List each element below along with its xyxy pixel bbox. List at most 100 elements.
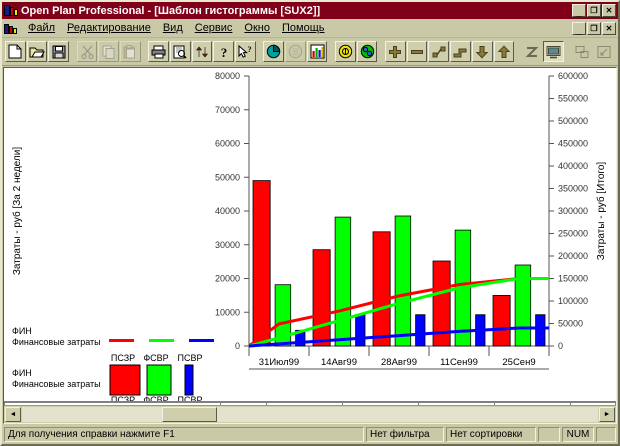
legend-lines-title: ФИН <box>12 326 32 336</box>
mdi-close-button[interactable]: ✕ <box>602 21 616 35</box>
yellow-ball-icon[interactable] <box>335 41 356 62</box>
scroll-right-arrow[interactable]: ► <box>599 407 615 422</box>
status-filter: Нет фильтра <box>366 426 444 442</box>
minimize-button[interactable]: _ <box>572 4 586 18</box>
y-tick-label-right: 300000 <box>558 206 588 216</box>
print-icon[interactable] <box>148 41 170 62</box>
link-icon[interactable] <box>428 41 450 62</box>
open-plan-icon <box>4 4 18 17</box>
mdi-client-area: 0 10000 20000 30000 40000 50000 60000 70000 8000… <box>3 67 617 424</box>
pie-chart-icon[interactable] <box>263 41 285 62</box>
y-axis-label-left: Затраты - руб [За 2 недели] <box>11 147 23 275</box>
copy-icon[interactable] <box>98 41 120 62</box>
svg-text:?: ? <box>247 45 251 54</box>
status-blank-1 <box>538 426 560 442</box>
save-disk-icon[interactable] <box>48 41 70 62</box>
bar-псвр-4 <box>535 314 546 347</box>
horizontal-scrollbar[interactable]: ◄ ► <box>4 405 616 423</box>
bar-псзр-0 <box>252 180 271 347</box>
legend-key-fsvr-bottom: ФСВР <box>143 395 169 405</box>
paste-clipboard-icon[interactable] <box>120 41 141 62</box>
bar-псзр-2 <box>372 231 391 347</box>
y-tick-label-right: 50000 <box>558 319 583 329</box>
chart-canvas: 0 10000 20000 30000 40000 50000 60000 70000 8000… <box>11 71 607 370</box>
status-hint: Для получения справки нажмите F1 <box>4 426 364 442</box>
screen-icon[interactable] <box>543 41 565 62</box>
menu-item-window[interactable]: Окно <box>244 22 270 34</box>
legend-lines-subtitle: Финансовые затраты <box>12 337 101 347</box>
menu-item-edit[interactable]: Редактирование <box>67 22 151 34</box>
x-axis-label-4: 25Сен9 <box>502 357 535 368</box>
bar-chart-icon[interactable] <box>306 41 328 62</box>
document-icon[interactable] <box>4 22 18 35</box>
arrow-up-icon[interactable] <box>493 41 515 62</box>
new-icon[interactable] <box>5 41 26 62</box>
x-axis-label-2: 28Авг99 <box>381 357 417 368</box>
status-sort: Нет сортировки <box>446 426 536 442</box>
plus-icon[interactable] <box>384 41 406 62</box>
globe-icon[interactable] <box>356 41 378 62</box>
y-tick-label-left: 40000 <box>215 206 240 216</box>
y-tick-label-right: 400000 <box>558 161 588 171</box>
table-link-icon[interactable] <box>572 41 593 62</box>
bar-фсвр-0 <box>274 284 292 347</box>
minus-icon[interactable] <box>406 41 428 62</box>
bar-фсвр-2 <box>394 215 412 347</box>
y-tick-label-right: 100000 <box>558 296 588 306</box>
mdi-restore-button[interactable]: ❐ <box>587 21 601 35</box>
x-axis-label-1: 14Авг99 <box>321 357 357 368</box>
y-tick-label-left: 60000 <box>215 139 240 149</box>
x-axis-label-3: 11Сен99 <box>440 357 478 368</box>
legend-key-pszr-bottom: ПСЗР <box>110 395 136 405</box>
scroll-thumb[interactable] <box>162 407 217 422</box>
help-question-icon[interactable]: ? <box>213 41 235 62</box>
legend-bar-keys-top: ПСЗР ФСВР ПСВР <box>107 353 217 363</box>
window-title: Open Plan Professional - [Шаблон гистогр… <box>21 4 321 17</box>
cut-scissors-icon[interactable] <box>76 41 98 62</box>
legend-bars-title: ФИН <box>12 368 32 378</box>
y-tick-label-right: 0 <box>558 341 563 351</box>
legend-key-psvr-top: ПСВР <box>177 353 203 363</box>
bar-псзр-1 <box>312 249 331 347</box>
coin-icon[interactable] <box>285 41 306 62</box>
scroll-left-arrow[interactable]: ◄ <box>5 407 21 422</box>
y-tick-label-left: 80000 <box>215 71 240 81</box>
print-preview-icon[interactable] <box>170 41 191 62</box>
y-tick-label-left: 20000 <box>215 274 240 284</box>
y-tick-label-right: 150000 <box>558 274 588 284</box>
sort-icon[interactable] <box>191 41 213 62</box>
status-bar: Для получения справки нажмите F1 Нет фил… <box>2 424 618 444</box>
y-tick-label-right: 550000 <box>558 94 588 104</box>
menu-item-file[interactable]: Файл <box>28 22 56 34</box>
y-tick-label-right: 350000 <box>558 184 588 194</box>
histogram-chart: 0 10000 20000 30000 40000 50000 60000 70000 8000… <box>4 68 616 405</box>
close-button[interactable]: ✕ <box>602 4 616 17</box>
y-tick-label-right: 500000 <box>558 116 588 126</box>
scroll-track[interactable] <box>22 407 598 422</box>
menu-item-view[interactable]: Вид <box>162 22 183 34</box>
bar-фсвр-4 <box>514 264 532 347</box>
step-icon[interactable] <box>450 41 471 62</box>
menu-item-tools[interactable]: Сервис <box>194 22 233 34</box>
legend-bar-keys-bottom: ПСЗР ФСВР ПСВР <box>107 395 217 405</box>
menu-bar: Файл Редактирование Вид Сервис Окно Помо… <box>2 19 618 38</box>
y-tick-label-left: 70000 <box>215 105 240 115</box>
chart-legend-lines: ФИН Финансовые затраты <box>12 326 101 348</box>
status-num-indicator: NUM <box>562 426 594 442</box>
restore-button[interactable]: ❐ <box>587 4 601 17</box>
table-arrow-icon[interactable] <box>593 41 614 62</box>
y-tick-label-left: 10000 <box>215 307 240 317</box>
window-controls: _ ❐ ✕ <box>572 4 616 18</box>
open-folder-icon[interactable] <box>26 41 48 62</box>
bar-псвр-1 <box>355 314 366 347</box>
legend-key-psvr-bottom: ПСВР <box>177 395 203 405</box>
menu-items: Файл Редактирование Вид Сервис Окно Помо… <box>22 21 572 35</box>
status-blank-2 <box>596 426 616 442</box>
title-bar: Open Plan Professional - [Шаблон гистогр… <box>2 2 618 19</box>
arrow-down-icon[interactable] <box>471 41 493 62</box>
mdi-minimize-button[interactable]: _ <box>572 21 586 35</box>
legend-bar-swatches <box>109 364 194 396</box>
help-pointer-icon[interactable]: ? <box>235 41 256 62</box>
menu-item-help[interactable]: Помощь <box>281 22 325 34</box>
zigzag-icon[interactable] <box>522 41 543 62</box>
